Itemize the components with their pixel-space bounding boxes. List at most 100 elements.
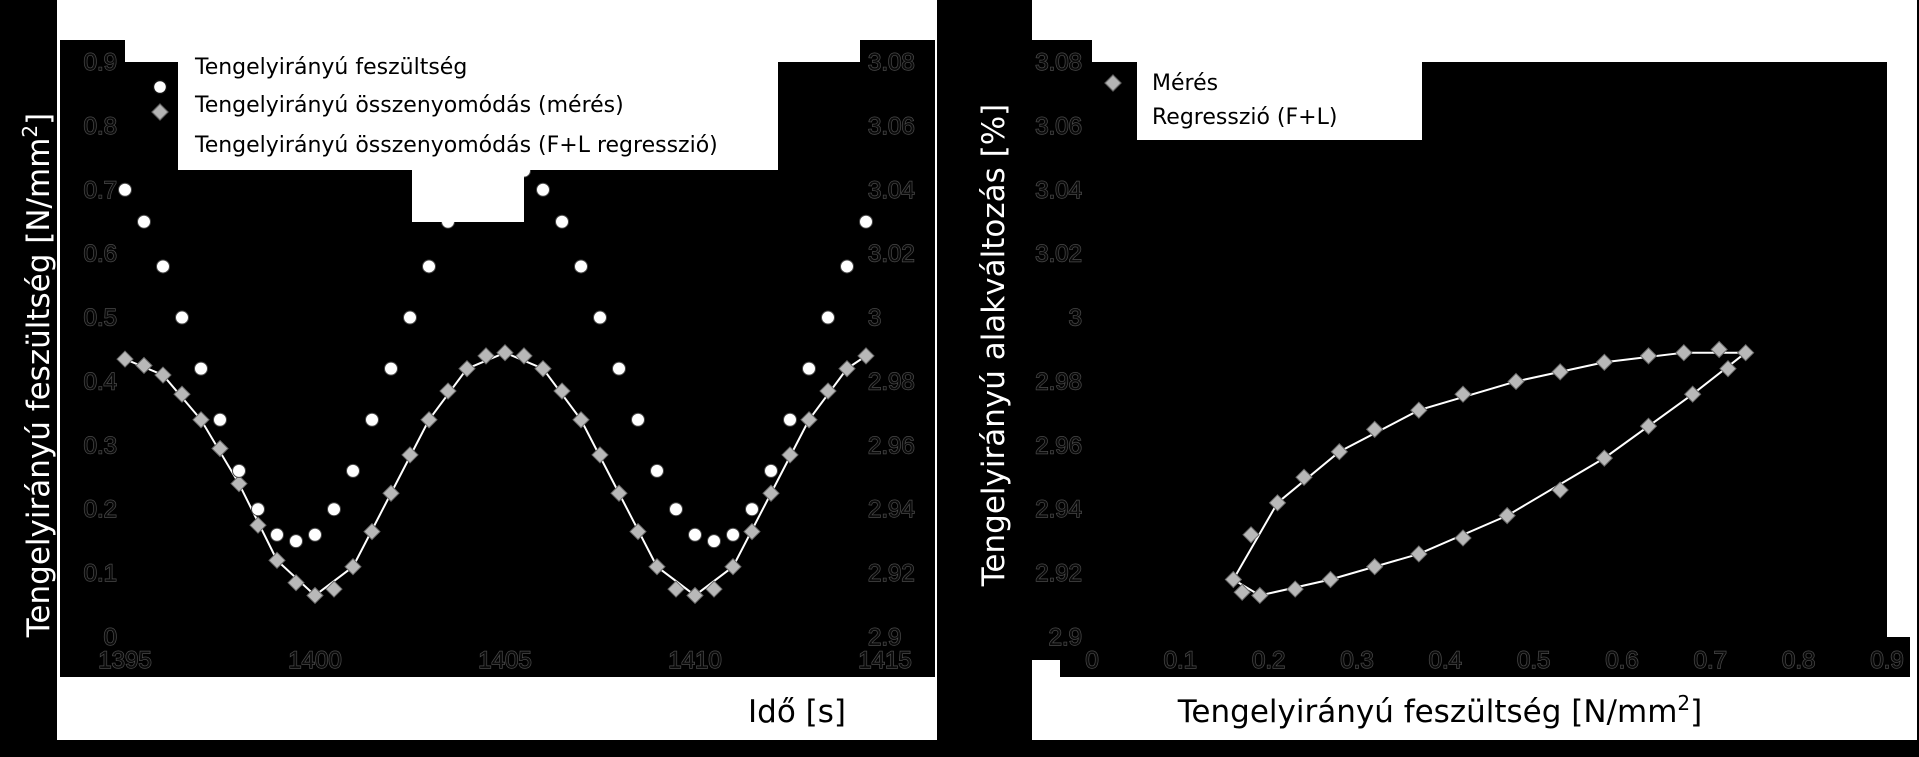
measured-point <box>1507 372 1525 391</box>
measured-point <box>1321 570 1340 589</box>
compression-point <box>135 356 153 375</box>
compression-point <box>610 484 628 502</box>
right-x-tick-strip <box>1060 637 1910 677</box>
legend-label-stress: Tengelyirányú feszültség <box>194 55 467 80</box>
stress-point <box>688 527 702 542</box>
right-x-tick-label: 0 <box>1085 647 1098 674</box>
right-y2-tick-label: 2.96 <box>868 432 915 459</box>
left-legend-box <box>178 48 778 170</box>
compression-point <box>743 522 761 541</box>
compression-point <box>496 343 514 362</box>
stress-point <box>669 502 683 517</box>
measured-point <box>1286 580 1304 598</box>
stress-point <box>346 463 360 478</box>
left-x-tick-label: 1410 <box>668 647 721 674</box>
left-legend: Tengelyirányú feszültség Tengelyirányú ö… <box>148 48 778 222</box>
compression-point <box>173 385 191 403</box>
measured-point <box>1498 506 1516 525</box>
compression-point <box>420 411 438 429</box>
left-y-tick-label: 0.4 <box>84 368 117 395</box>
right-y2-tick-label: 2.94 <box>868 496 915 523</box>
stress-point <box>194 361 208 376</box>
right-legend: Mérés Regresszió (F+L) <box>1101 55 1422 140</box>
stress-point <box>232 463 246 478</box>
stress-point <box>213 412 227 427</box>
stress-point <box>726 527 740 542</box>
stress-point <box>118 182 132 197</box>
right-x-tick-label: 0.9 <box>1870 647 1903 674</box>
stress-point <box>859 214 873 229</box>
compression-point <box>192 411 210 429</box>
compression-point <box>591 446 609 464</box>
measured-point <box>1675 343 1693 362</box>
right-x-tick-label: 0.6 <box>1605 647 1638 674</box>
stress-point <box>384 361 398 376</box>
measured-point <box>1365 558 1384 576</box>
stress-point <box>574 259 588 274</box>
right-y-tick-label: 3.02 <box>1035 241 1082 268</box>
measured-point <box>1683 385 1702 403</box>
right-y2-tick-label: 3 <box>868 305 881 332</box>
measured-point <box>1224 570 1243 589</box>
left-y-tick-strip <box>60 40 125 660</box>
left-y-tick-label: 0 <box>104 624 117 651</box>
right-y-axis-title: Tengelyirányú alakváltozás [%] <box>976 104 1012 588</box>
stress-point <box>840 259 854 274</box>
right-legend-box <box>1137 55 1422 140</box>
stress-point <box>821 310 835 325</box>
left-y-tick-label: 0.2 <box>84 496 117 523</box>
compression-point <box>648 558 666 576</box>
compression-point <box>382 484 400 502</box>
compression-point <box>857 347 875 365</box>
right-x-tick-label: 0.2 <box>1252 647 1285 674</box>
left-y2-tick-strip <box>860 40 935 660</box>
compression-point <box>325 580 343 598</box>
right-y2-tick-label: 3.08 <box>868 49 915 76</box>
left-y-tick-label: 0.6 <box>84 241 117 268</box>
left-y-title-box <box>5 80 57 640</box>
compression-point <box>515 347 533 365</box>
left-y-tick-label: 0.3 <box>84 432 117 459</box>
right-y-tick-label: 2.94 <box>1035 496 1082 523</box>
right-y2-tick-label: 3.06 <box>868 113 915 140</box>
left-y-tick-label: 0.9 <box>84 49 117 76</box>
right-plot-area <box>1092 62 1887 637</box>
compression-point <box>401 446 419 464</box>
right-y-tick-label: 2.9 <box>1049 624 1082 651</box>
compression-point <box>458 359 476 378</box>
stress-point <box>707 534 721 549</box>
compression-point <box>268 551 286 570</box>
compression-point <box>762 484 780 502</box>
measured-point <box>1719 359 1737 378</box>
legend-marker-diamond <box>1104 74 1122 92</box>
left-x-axis-title: Idő [s] <box>748 694 846 730</box>
compression-point <box>249 516 267 534</box>
stress-point <box>289 534 303 549</box>
right-x-tick-label: 0.8 <box>1782 647 1815 674</box>
left-y-tick-label: 0.1 <box>84 560 117 587</box>
left-y-tick-label: 0.8 <box>84 113 117 140</box>
right-y-tick-label: 3.06 <box>1035 113 1082 140</box>
compression-point <box>686 586 704 605</box>
right-x-axis-title: Tengelyirányú feszültség [N/mm2] <box>1177 691 1703 730</box>
measured-point <box>1639 417 1658 435</box>
right-y-tick-label: 2.96 <box>1035 432 1082 459</box>
legend-marker-diamond <box>151 103 169 121</box>
stress-point <box>783 412 797 427</box>
stress-point <box>365 412 379 427</box>
legend-marker-circle <box>152 79 168 95</box>
measured-point <box>1710 340 1728 359</box>
left-x-tick-label: 1395 <box>98 647 151 674</box>
measured-point <box>1595 449 1614 467</box>
compression-point <box>800 411 818 429</box>
measured-point <box>1410 545 1428 563</box>
stress-point <box>422 259 436 274</box>
measured-point <box>1295 468 1313 486</box>
stress-point <box>270 527 284 542</box>
measured-point <box>1736 343 1755 362</box>
compression-point <box>363 522 381 541</box>
stress-point <box>631 412 645 427</box>
measured-point <box>1242 526 1260 544</box>
measured-point <box>1410 401 1428 419</box>
